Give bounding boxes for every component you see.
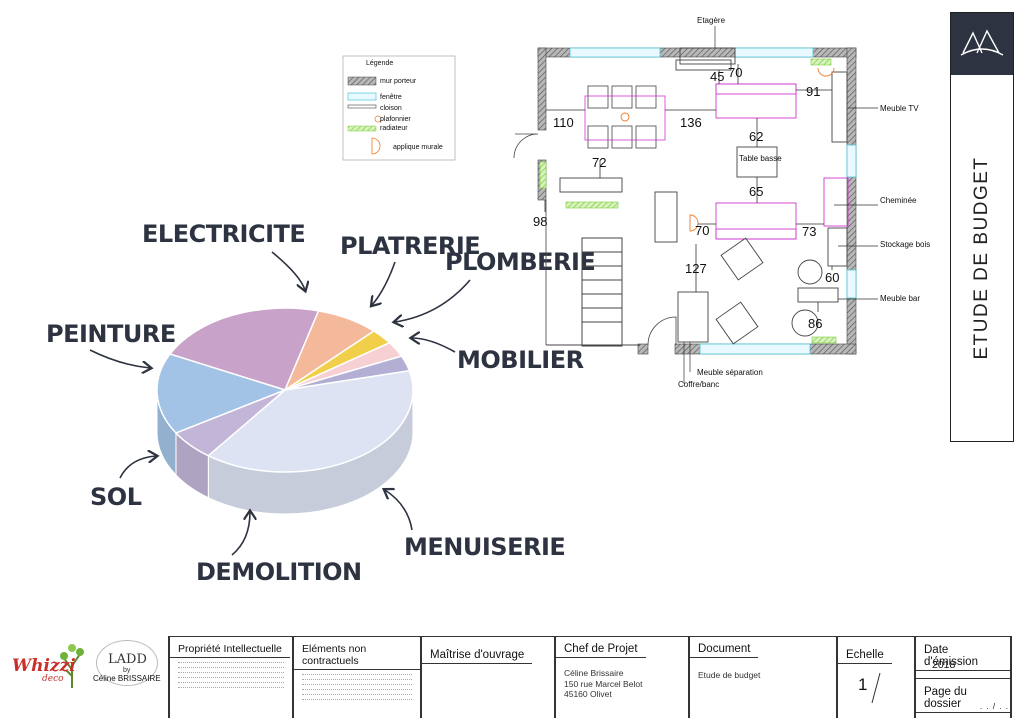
footer-cell-maitrise: Maîtrise d'ouvrage — [422, 636, 556, 718]
dim-98: 98 — [533, 214, 547, 229]
label-etagere: Etagère — [697, 16, 726, 25]
propriete-title: Propriété Intellectuelle — [170, 637, 290, 658]
arrow-demolition — [231, 512, 250, 556]
arrow-platrerie — [372, 261, 396, 305]
label-sol: SOL — [90, 483, 142, 511]
elements-title: Eléments non contractuels — [294, 637, 420, 670]
plan-legend: Légende mur porteur fenêtre cloison plaf… — [342, 55, 456, 161]
dim-65: 65 — [749, 184, 763, 199]
label-meuble-tv: Meuble TV — [880, 104, 919, 113]
footer-cell-propriete: Propriété Intellectuelle — [168, 636, 294, 718]
logo-icon — [960, 29, 1004, 56]
logo-ladd: LADD by Céline BRISSAIRE — [92, 640, 161, 692]
legend-title: Légende — [366, 60, 393, 67]
footer-cell-elements: Eléments non contractuels — [294, 636, 422, 718]
vertical-title: ETUDE DE BUDGET — [971, 156, 992, 360]
dim-45: 45 — [710, 69, 724, 84]
logo-whizzi: Whizzi deco — [10, 640, 90, 690]
windows — [569, 47, 857, 355]
chef-line3: 45160 Olivet — [564, 689, 612, 700]
dim-60: 60 — [825, 270, 839, 285]
floor-plan: 45 70 91 110 136 62 72 65 98 70 73 127 6… — [342, 16, 930, 389]
label-peinture: PEINTURE — [46, 320, 176, 348]
label-coffre-banc: Coffre/banc — [678, 380, 719, 389]
logo-ladd-name: Céline BRISSAIRE — [93, 674, 161, 683]
footer-cell-page: Page du dossier . . / . . — [916, 678, 1012, 718]
chef-details: Céline Brissaire 150 rue Marcel Belot 45… — [556, 658, 688, 704]
label-plomberie: PLOMBERIE — [445, 248, 595, 276]
document-value: Etude de budget — [698, 670, 761, 680]
dim-72: 72 — [592, 155, 606, 170]
maitrise-title: Maîtrise d'ouvrage — [422, 643, 533, 664]
pie-top-face — [156, 307, 414, 473]
legend-mur-porteur: mur porteur — [380, 78, 417, 85]
legend-applique-murale: applique murale — [393, 144, 443, 151]
dim-136: 136 — [680, 115, 702, 130]
dim-73: 73 — [802, 224, 816, 239]
label-menuiserie: MENUISERIE — [404, 533, 565, 561]
tree-icon — [60, 644, 84, 688]
legend-cloison: cloison — [380, 105, 402, 112]
dim-86: 86 — [808, 316, 822, 331]
radiators — [539, 58, 837, 344]
document-title: Document — [690, 637, 759, 658]
logo-whizzi-text: Whizzi — [12, 656, 76, 676]
elements-fine-print — [294, 670, 420, 706]
date-title: Date d'émission — [916, 637, 1010, 671]
dim-62: 62 — [749, 129, 763, 144]
budget-pie-chart: ELECTRICITE PLATRERIE PLOMBERIE PEINTURE… — [46, 220, 596, 586]
logo-ladd-by: by — [123, 667, 131, 674]
dim-70-top: 70 — [728, 65, 742, 80]
propriete-fine-print — [170, 658, 292, 694]
furniture — [559, 47, 848, 345]
vertical-title-area: ETUDE DE BUDGET — [951, 75, 1013, 441]
label-platrerie: PLATRERIE — [340, 232, 480, 260]
label-cheminee: Cheminée — [880, 196, 917, 205]
pie-slice-peinture — [168, 307, 320, 391]
label-demolition: DEMOLITION — [196, 558, 362, 586]
label-mobilier: MOBILIER — [457, 346, 584, 374]
footer-cell-echelle: Echelle 1 — [838, 636, 916, 718]
label-electricite: ELECTRICITE — [142, 220, 305, 248]
arrow-menuiserie — [385, 490, 413, 531]
echelle-slash — [871, 672, 881, 704]
chef-line2: 150 rue Marcel Belot — [564, 678, 643, 689]
sofas — [715, 83, 849, 240]
label-stockage-bois: Stockage bois — [880, 240, 930, 249]
footer-cell-document: Document Etude de budget — [690, 636, 838, 718]
chef-title: Chef de Projet — [556, 637, 646, 658]
footer-cell-date: Date d'émission 2018 — [916, 636, 1012, 678]
arrow-mobilier — [412, 338, 456, 353]
dim-127: 127 — [685, 261, 707, 276]
label-meuble-bar: Meuble bar — [880, 294, 920, 303]
echelle-title: Echelle — [838, 643, 892, 664]
chef-line1: Céline Brissaire — [564, 668, 624, 678]
page-title: Page du dossier — [916, 679, 1010, 713]
date-value: 2018 — [932, 659, 956, 671]
label-table-basse: Table basse — [739, 154, 782, 163]
page-value: . . / . . — [980, 702, 1010, 711]
arrow-peinture — [89, 349, 150, 368]
legend-radiateur: radiateur — [380, 125, 408, 132]
legend-fenetre: fenêtre — [380, 94, 402, 101]
pie-slice-menuiserie — [206, 369, 414, 473]
pie-slice-sol — [156, 353, 288, 434]
logo-whizzi-sub: deco — [42, 674, 64, 684]
dim-70-mid: 70 — [695, 223, 709, 238]
title-logo — [951, 13, 1013, 75]
dim-91: 91 — [806, 84, 820, 99]
label-meuble-separation: Meuble séparation — [697, 368, 763, 377]
dim-110: 110 — [553, 115, 574, 130]
logo-ladd-text: LADD — [108, 652, 147, 667]
partitions — [545, 200, 640, 347]
title-box: ETUDE DE BUDGET — [950, 12, 1014, 442]
legend-plafonnier: plafonnier — [380, 116, 411, 123]
dining-table — [584, 85, 666, 149]
echelle-value: 1 — [858, 675, 868, 694]
footer-cell-chef: Chef de Projet Céline Brissaire 150 rue … — [556, 636, 690, 718]
arrow-plomberie — [395, 279, 471, 322]
arrow-electricite — [271, 251, 305, 290]
arrow-sol — [119, 456, 156, 479]
